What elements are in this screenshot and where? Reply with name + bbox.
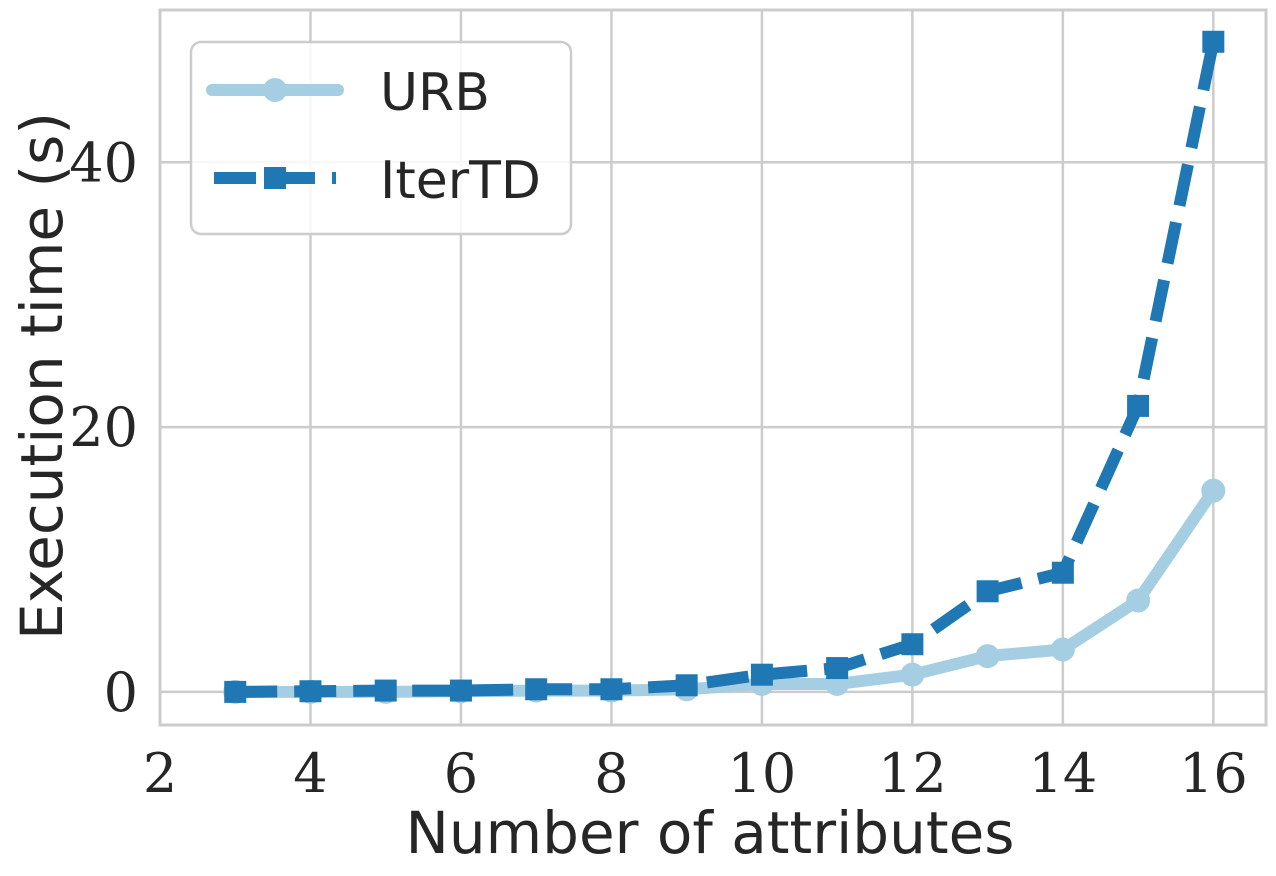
x-tick-label: 6 <box>444 742 478 805</box>
y-tick-label: 40 <box>69 131 138 194</box>
data-point-itertd <box>901 633 924 656</box>
data-point-urb <box>1126 588 1151 613</box>
x-axis-label: Number of attributes <box>406 799 1015 867</box>
y-axis-label: Execution time (s) <box>8 112 76 640</box>
legend-marker-itertd <box>264 167 286 189</box>
legend-entry-urb: URB <box>206 63 490 123</box>
data-point-itertd <box>1127 394 1150 417</box>
x-tick-label: 12 <box>878 742 947 805</box>
data-point-itertd <box>976 580 999 603</box>
x-tick-label: 2 <box>143 742 177 805</box>
series-line-urb <box>229 484 1220 698</box>
data-point-urb <box>1050 637 1075 662</box>
series-line-itertd <box>235 40 1220 698</box>
legend-entry-itertd: IterTD <box>214 151 541 211</box>
x-tick-label: 4 <box>293 742 327 805</box>
x-tick-label: 14 <box>1028 742 1097 805</box>
data-point-itertd <box>600 678 623 701</box>
data-point-itertd <box>449 679 472 702</box>
y-tick-label: 0 <box>104 661 138 724</box>
plot-frame <box>158 8 1268 727</box>
legend-label-itertd: IterTD <box>380 151 541 211</box>
data-point-itertd <box>1051 561 1074 584</box>
data-point-itertd <box>224 680 247 703</box>
data-point-itertd <box>374 679 397 702</box>
legend-marker-urb <box>263 78 287 102</box>
data-point-itertd <box>750 663 773 686</box>
data-point-itertd <box>1202 30 1225 53</box>
data-point-urb <box>975 644 1000 669</box>
data-point-itertd <box>299 680 322 703</box>
x-tick-label: 8 <box>594 742 628 805</box>
x-tick-label: 10 <box>728 742 797 805</box>
y-tick-label: 20 <box>69 396 138 459</box>
legend-label-urb: URB <box>380 63 490 123</box>
data-point-urb <box>1201 478 1226 503</box>
data-point-itertd <box>675 674 698 697</box>
data-point-itertd <box>826 657 849 680</box>
data-point-urb <box>900 662 925 687</box>
series-layer <box>223 30 1226 704</box>
legend: URB IterTD <box>189 40 573 236</box>
tick-labels: 2 4 6 8 10 12 14 16 0 20 40 <box>69 131 1247 805</box>
x-tick-label: 16 <box>1179 742 1248 805</box>
series-itertd <box>224 30 1225 703</box>
data-point-itertd <box>525 678 548 701</box>
